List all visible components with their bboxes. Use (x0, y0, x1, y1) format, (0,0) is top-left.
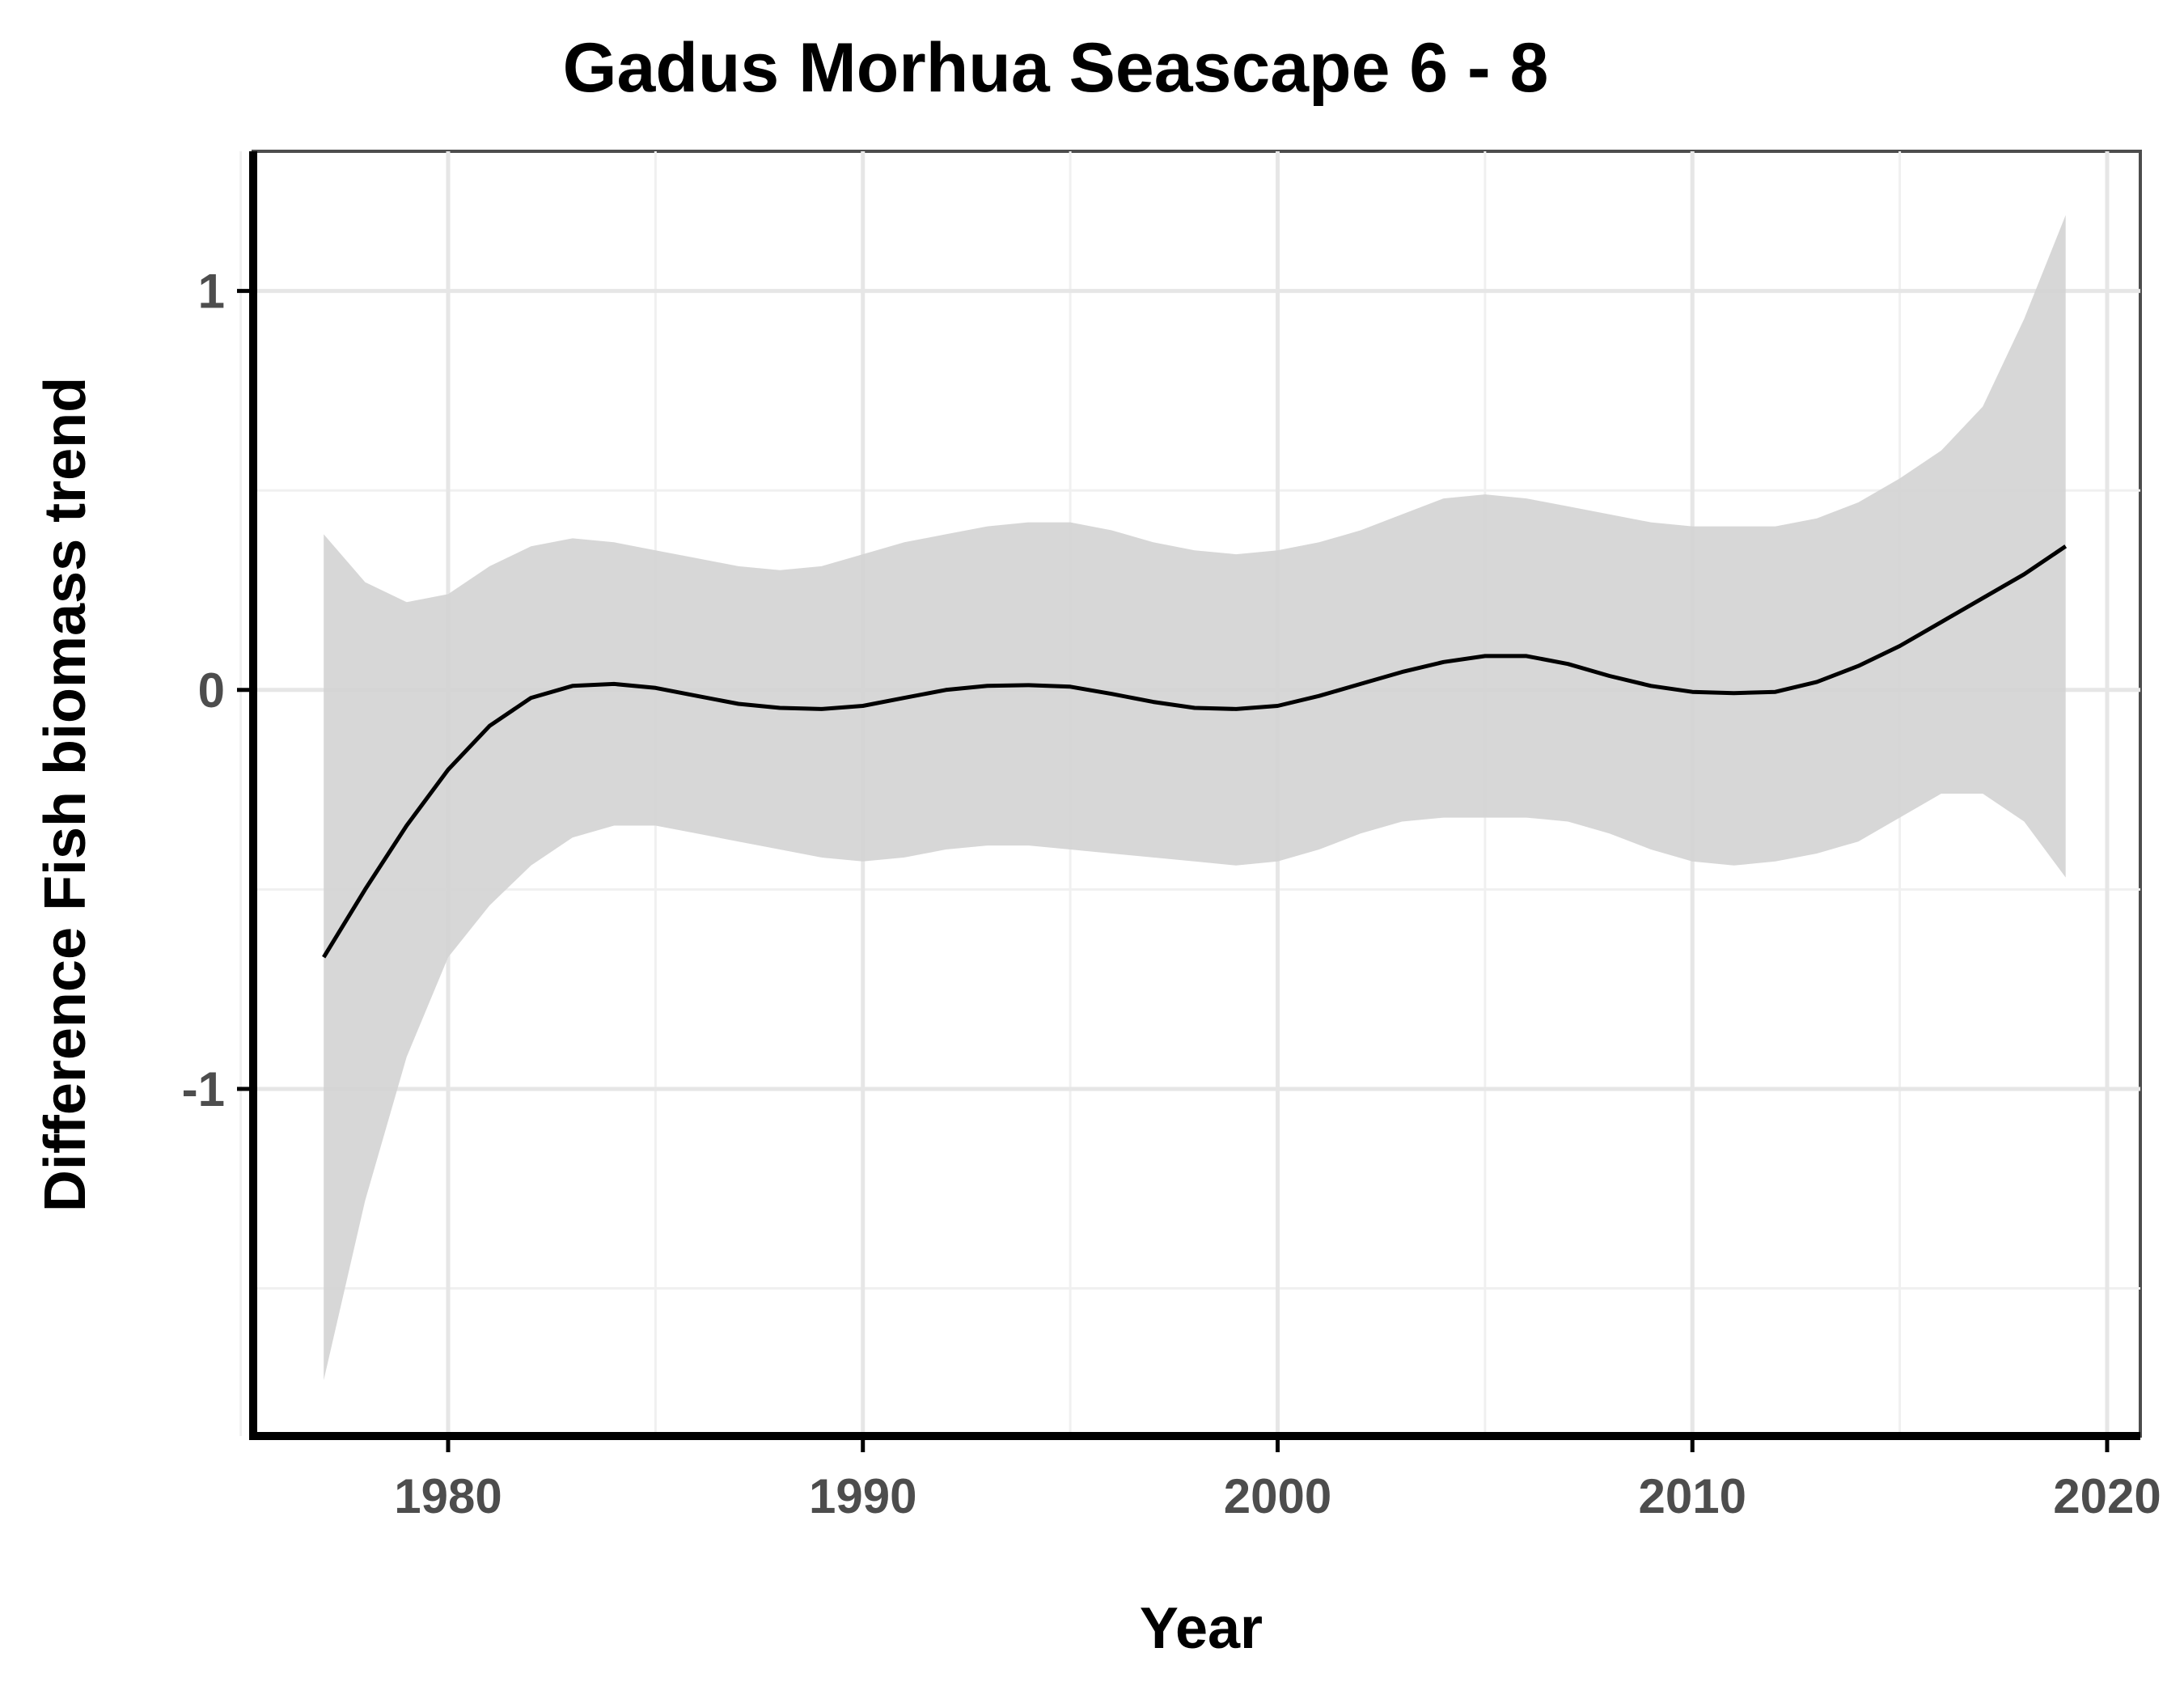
x-tick-label: 2010 (1638, 1469, 1746, 1523)
x-axis-ticks: 1980 1990 2000 2010 2020 (394, 1440, 2161, 1523)
chart-title: Gadus Morhua Seascape 6 - 8 (563, 29, 1549, 107)
y-axis-title: Difference Fish biomass trend (33, 377, 98, 1212)
y-tick-label: -1 (182, 1062, 225, 1116)
confidence-ribbon (324, 214, 2066, 1380)
x-tick-label: 1990 (809, 1469, 916, 1523)
y-tick-label: 1 (198, 265, 225, 319)
x-axis-title: Year (1140, 1596, 1263, 1661)
y-tick-label: 0 (198, 663, 225, 718)
x-tick-label: 1980 (394, 1469, 502, 1523)
trend-line (322, 544, 2068, 959)
minor-gridlines (239, 151, 2140, 1436)
y-axis-ticks: -1 0 1 (182, 265, 249, 1116)
x-tick-label: 2020 (2053, 1469, 2161, 1523)
x-tick-label: 2000 (1224, 1469, 1331, 1523)
